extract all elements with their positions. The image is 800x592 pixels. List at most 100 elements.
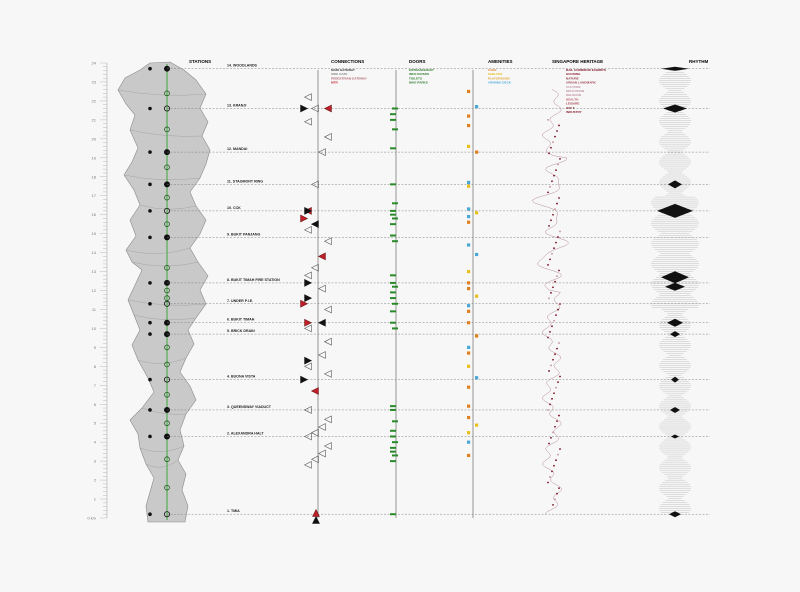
map-stop-ring (164, 361, 170, 368)
heritage-point (547, 481, 549, 484)
station-label: 7. UNDER P.I.E. (227, 299, 253, 303)
map-stop-ring (164, 164, 170, 171)
corridor-map (117, 61, 211, 523)
connection-marker (304, 279, 313, 287)
rhythm-diamond (670, 331, 680, 338)
heritage-legend-item: NATURE (566, 76, 579, 80)
heritage-legend-item: URBAN LANDMARK (566, 81, 597, 85)
axis-tick-label: 15 (92, 231, 97, 236)
heritage-point (559, 375, 561, 378)
heritage-point (558, 124, 560, 127)
door-marker (390, 297, 396, 300)
station-label: 8. BUKIT TIMAH FIRE STATION (227, 278, 280, 282)
station-label: 6. BUKIT TIMAH (227, 318, 255, 322)
heritage-point (555, 169, 557, 171)
axis-tick-label: 11 (92, 307, 97, 312)
station-marker-left (148, 281, 152, 285)
km-axis: 2423222120191817161514131211109876543210… (87, 61, 108, 521)
connection-marker (317, 318, 326, 327)
amenity-marker (475, 334, 479, 338)
station-marker-left (148, 209, 152, 213)
door-marker (392, 454, 398, 457)
doors-legend-item: ENTRANCE/EXIT (409, 68, 434, 72)
amenity-marker (467, 184, 471, 188)
rhythm-diamond (657, 203, 693, 218)
heritage-point (556, 202, 558, 205)
connection-marker (312, 515, 320, 524)
amenity-marker (467, 415, 471, 420)
column-marks (300, 89, 570, 524)
amenities-legend-item: VIEWING DECK (488, 81, 512, 85)
heritage-point (557, 381, 559, 383)
header-connections: CONNECTIONS (331, 59, 364, 64)
column-dividers (317, 70, 474, 518)
door-marker (392, 420, 398, 423)
map-stop-ring (164, 295, 170, 301)
station-labels: 14. WOODLANDS 13. KRANJI 12. MANDAI 11. STA… (227, 64, 280, 514)
district-boundary (145, 459, 179, 468)
heritage-point (558, 197, 560, 199)
heritage-point (553, 392, 555, 395)
amenity-marker (475, 252, 479, 257)
rhythm-diamond (668, 180, 682, 189)
heritage-point (555, 314, 557, 317)
amenity-marker (475, 150, 479, 154)
heritage-point (558, 269, 560, 272)
connection-marker (300, 214, 309, 223)
heritage-point (555, 386, 557, 389)
axis-tick-label: 22 (92, 98, 97, 103)
connection-marker (317, 252, 326, 261)
station-label: 5. BRICK DRAIN (227, 329, 255, 333)
connection-marker (310, 387, 319, 395)
station-label: 14. WOODLANDS (227, 64, 258, 68)
connection-marker (323, 370, 332, 378)
header-heritage: SINGAPORE HERITAGE (552, 59, 603, 64)
amenity-marker (467, 385, 471, 389)
heritage-point (548, 152, 550, 155)
heritage-legend-item: CULTURE (566, 85, 581, 89)
connection-marker (304, 356, 313, 365)
header-amenities: AMENITIES (488, 59, 513, 64)
heritage-point (552, 503, 554, 506)
heritage-point (559, 158, 561, 160)
axis-tick-label: 6 (94, 402, 97, 407)
connection-marker (300, 104, 309, 113)
station-marker-left (148, 66, 152, 71)
connection-marker (317, 351, 326, 359)
axis-tick-label: 14 (92, 250, 97, 255)
axis-tick-label: 24 (92, 61, 97, 66)
station-marker-left (148, 408, 152, 412)
heritage-point (554, 135, 556, 138)
header-rhythm: RHYTHM (689, 59, 708, 64)
heritage-point (552, 358, 554, 361)
connection-marker (323, 415, 332, 424)
axis-tick-label: 20 (92, 136, 97, 141)
axis-tick-label: 8 (94, 364, 97, 369)
heritage-point (552, 431, 554, 434)
heritage-point (548, 442, 550, 445)
map-stop-ring (164, 344, 170, 351)
door-marker (392, 128, 398, 131)
door-marker (390, 281, 396, 284)
door-marker (392, 240, 398, 243)
amenity-marker (467, 207, 471, 211)
amenities-legend-item: CAFE (488, 68, 496, 72)
rhythm-diamond (663, 104, 687, 113)
connection-marker (303, 93, 312, 102)
doors-legend-item: BIKE PARKS (409, 81, 428, 85)
station-label: 10. CCK (227, 206, 241, 210)
heritage-point (549, 258, 551, 261)
amenity-marker (467, 281, 471, 285)
district-boundary (139, 204, 197, 210)
connections-legend-item: PEDESTRIAN GATEWAY (331, 76, 368, 80)
connection-marker (310, 180, 319, 189)
door-marker (390, 405, 396, 408)
axis-tick-label: 1 (94, 497, 97, 502)
connection-marker (303, 362, 312, 371)
heritage-point (554, 280, 556, 283)
connection-marker (323, 104, 332, 113)
connection-marker (323, 442, 332, 450)
station-marker-left (148, 434, 152, 439)
connection-marker (310, 428, 319, 437)
